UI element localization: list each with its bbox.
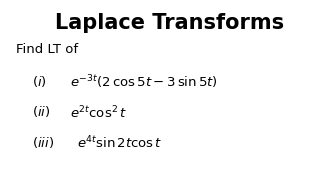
Text: $(iii)$: $(iii)$	[32, 135, 54, 150]
Text: $e^{-3t}(2\,\cos 5t - 3\,\sin 5t)$: $e^{-3t}(2\,\cos 5t - 3\,\sin 5t)$	[70, 74, 218, 91]
Text: Laplace Transforms: Laplace Transforms	[55, 13, 284, 33]
Text: $(i)$: $(i)$	[32, 74, 47, 89]
Text: $(ii)$: $(ii)$	[32, 104, 51, 119]
Text: $e^{4t}\sin 2t\cos t$: $e^{4t}\sin 2t\cos t$	[77, 135, 162, 152]
Text: Find LT of: Find LT of	[16, 43, 78, 56]
Text: $e^{2t}\cos^{2} t$: $e^{2t}\cos^{2} t$	[70, 104, 127, 121]
